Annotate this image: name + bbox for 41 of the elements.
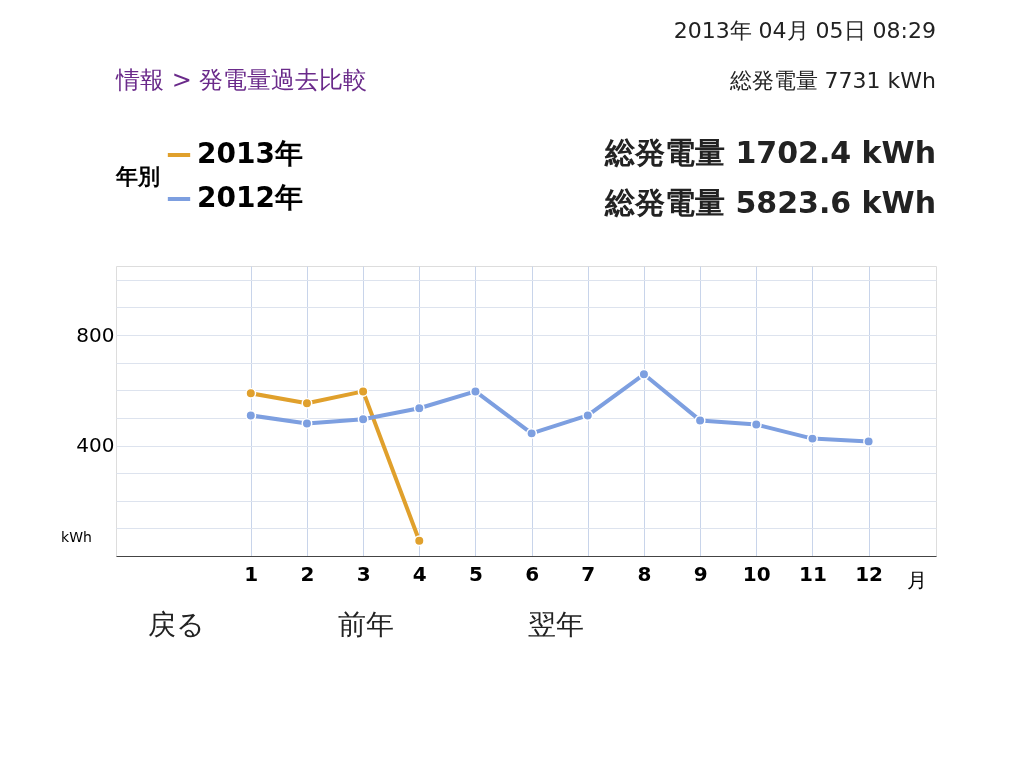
x-tick-label: 8 xyxy=(637,561,652,586)
text: 2013年 04月 05日 08:29 xyxy=(673,18,936,43)
point xyxy=(526,427,538,439)
x-tick-label: 10 xyxy=(742,561,771,586)
point xyxy=(694,414,706,426)
text: 総発電量 5823.6 kWh xyxy=(603,185,936,220)
y-tick-label: 800 xyxy=(76,322,115,347)
text: 戻る xyxy=(147,608,205,641)
x-tick-label: 3 xyxy=(356,561,371,586)
x-tick-label: 2 xyxy=(300,561,315,586)
x-tick-label: 4 xyxy=(412,561,427,586)
legend-label: 2013年 xyxy=(197,137,303,170)
point xyxy=(245,387,257,399)
x-tick-label: 1 xyxy=(244,561,259,586)
text: 総発電量 7731 kWh xyxy=(728,68,936,93)
point xyxy=(245,409,257,421)
x-tick-label: 12 xyxy=(855,561,884,586)
legend-label: 2012年 xyxy=(197,181,303,214)
point xyxy=(301,397,313,409)
point xyxy=(357,385,369,397)
point xyxy=(582,409,594,421)
y-tick-label: 400 xyxy=(76,433,115,458)
x-tick-label: 7 xyxy=(581,561,596,586)
legend-title: 年別 xyxy=(115,164,160,189)
x-tick-label: 9 xyxy=(693,561,708,586)
point xyxy=(638,368,650,380)
x-tick-label: 6 xyxy=(525,561,540,586)
chart-title: 情報 > 発電量過去比較 xyxy=(115,66,368,94)
x-axis-title: 月 xyxy=(906,567,927,592)
point xyxy=(469,385,481,397)
point xyxy=(750,419,762,431)
point xyxy=(301,417,313,429)
x-tick-label: 5 xyxy=(468,561,483,586)
point xyxy=(413,402,425,414)
point xyxy=(357,413,369,425)
text: 前年 xyxy=(338,608,394,641)
point xyxy=(806,433,818,445)
x-tick-label: 11 xyxy=(799,561,827,586)
text: 翌年 xyxy=(528,608,584,641)
text: 総発電量 1702.4 kWh xyxy=(603,135,936,170)
y-axis-title: kWh xyxy=(61,528,92,545)
